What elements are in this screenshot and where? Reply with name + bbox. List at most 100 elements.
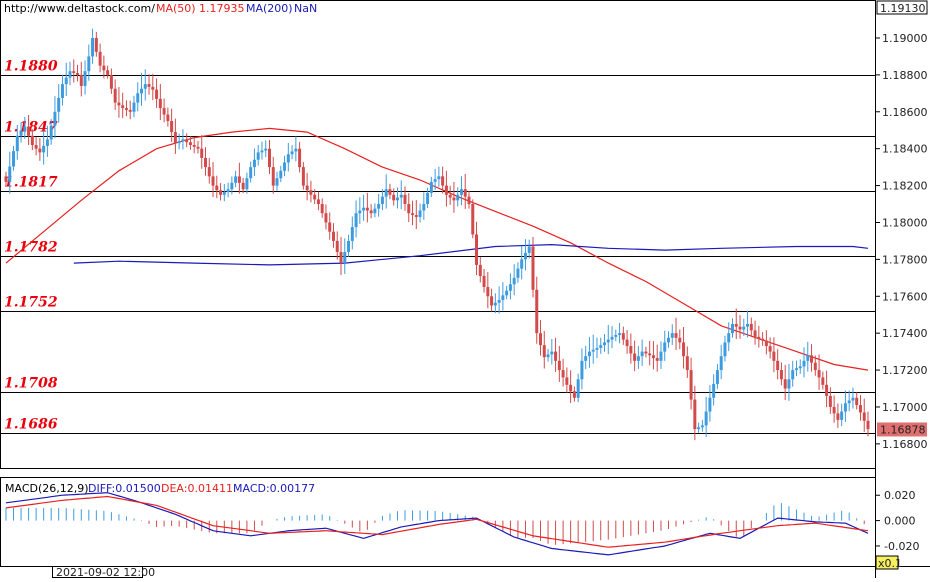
candle — [245, 172, 249, 194]
candle — [290, 145, 294, 160]
candle — [459, 176, 463, 206]
candle — [98, 43, 102, 73]
candle — [742, 318, 746, 336]
candle — [136, 82, 140, 112]
candle — [38, 138, 42, 161]
candle — [478, 256, 482, 283]
candle — [147, 74, 151, 95]
candle — [252, 148, 256, 177]
candle — [565, 367, 569, 393]
candle — [539, 320, 543, 356]
candle — [791, 360, 795, 387]
candle — [19, 122, 23, 143]
candle — [554, 337, 558, 372]
candle — [155, 78, 159, 108]
candle — [516, 262, 520, 283]
candle — [651, 341, 655, 370]
candle — [723, 335, 727, 362]
candle — [505, 285, 509, 300]
candle — [426, 187, 430, 209]
candle — [501, 282, 505, 311]
candle — [535, 276, 539, 344]
candle — [324, 204, 328, 230]
candle — [761, 332, 765, 346]
candle — [441, 166, 445, 194]
candle — [249, 161, 253, 183]
candle — [531, 236, 535, 298]
candle — [68, 61, 72, 86]
candle — [640, 339, 644, 366]
candle — [580, 348, 584, 390]
candle — [109, 68, 113, 94]
macd-value: MACD:0.00177 — [233, 482, 315, 495]
candle — [727, 322, 731, 352]
zoom-label[interactable]: x0.1 — [878, 557, 902, 570]
candle — [241, 178, 245, 194]
candle — [734, 308, 738, 340]
macd-tick-label: 0.020 — [884, 489, 916, 502]
candle — [512, 264, 516, 296]
candle — [328, 212, 332, 240]
site-url: http://www.deltastock.com/ — [4, 2, 155, 15]
zoom-box[interactable] — [875, 555, 899, 570]
candle — [316, 191, 320, 211]
candles — [4, 28, 870, 441]
candle — [384, 174, 388, 209]
candle — [700, 419, 704, 432]
ma50-line — [5, 127, 869, 371]
candle — [685, 346, 689, 378]
candle — [787, 363, 791, 401]
candle — [475, 221, 479, 276]
candle — [452, 181, 456, 213]
candle — [388, 183, 392, 200]
price-tick-label: 1.17800 — [882, 253, 928, 266]
candle — [576, 373, 580, 403]
candle — [749, 317, 753, 336]
price-tick-label: 1.18600 — [882, 106, 928, 119]
candle — [181, 129, 185, 150]
ma200-value: NaN — [294, 2, 317, 15]
candle — [810, 344, 814, 372]
candle — [204, 147, 208, 176]
top-value: 1.19130 — [880, 2, 926, 15]
candle — [158, 83, 162, 121]
candle — [335, 231, 339, 260]
candle — [523, 239, 527, 271]
candle — [128, 100, 132, 120]
candle — [380, 189, 384, 211]
candle — [188, 136, 192, 150]
candle — [49, 119, 53, 145]
candle — [572, 386, 576, 402]
top-value-box — [876, 0, 928, 15]
candle — [463, 173, 467, 209]
candle — [275, 171, 279, 191]
candle — [140, 73, 144, 106]
candle — [569, 370, 573, 403]
candle — [584, 345, 588, 370]
candle — [42, 130, 46, 165]
candle — [862, 398, 866, 432]
candle — [215, 175, 219, 199]
candle — [60, 74, 64, 106]
macd-axis: 0.020 0.000 -0.020 — [876, 489, 919, 553]
candle — [433, 168, 437, 190]
candle — [283, 155, 287, 177]
price-tick-label: 1.18200 — [882, 180, 928, 193]
price-tick-label: 1.18000 — [882, 216, 928, 229]
candle — [350, 216, 354, 250]
candle — [697, 422, 701, 433]
candle — [143, 69, 147, 101]
candle — [614, 329, 618, 342]
candle — [121, 92, 125, 119]
ma50-value: 1.17935 — [199, 2, 245, 15]
candle — [806, 341, 810, 372]
candle — [828, 387, 832, 414]
level-label: 1.1708 — [4, 376, 58, 392]
candle — [211, 162, 215, 197]
candle — [354, 200, 358, 238]
date-label: 2021-09-02 12:00 — [56, 566, 155, 578]
candle — [659, 341, 663, 369]
candle — [106, 65, 110, 79]
